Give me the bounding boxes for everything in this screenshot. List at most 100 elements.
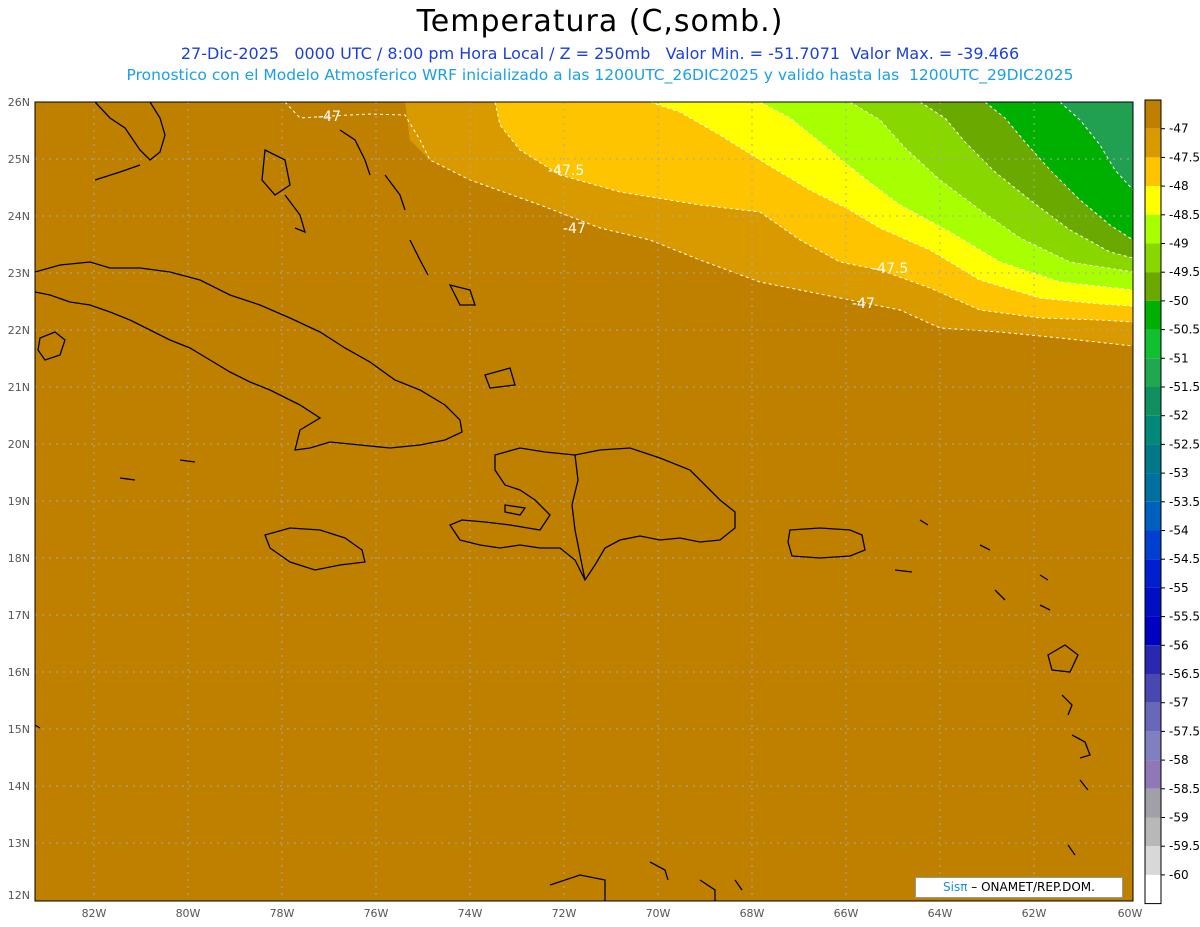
contour-label: -47 <box>318 109 341 125</box>
dominica <box>1061 694 1073 716</box>
colorbar-swatch <box>1145 702 1161 732</box>
florida-coast <box>94 102 166 161</box>
colorbar-label: -50.5 <box>1169 323 1200 337</box>
colorbar-swatch <box>1145 788 1161 818</box>
cuba-coast <box>35 261 463 451</box>
colorbar-label: -60 <box>1169 868 1189 882</box>
colorbar-swatch <box>1145 817 1161 847</box>
colorbar-swatch <box>1145 473 1161 502</box>
colorbar-swatch <box>1145 300 1161 330</box>
lat-label: 18N <box>8 552 30 565</box>
colorbar-swatch <box>1145 272 1161 301</box>
colorbar-swatch <box>1145 186 1161 215</box>
lesser-antilles-north <box>979 544 1051 611</box>
colorbar-swatch <box>1145 616 1161 646</box>
bahamas-eleuthera <box>339 129 371 176</box>
colorbar-label: -53 <box>1169 466 1189 480</box>
gonave-island <box>504 504 527 516</box>
colorbar-swatch <box>1145 760 1161 789</box>
colorbar-swatch <box>1145 444 1161 474</box>
lon-label: 62W <box>1022 907 1047 920</box>
colorbar-label: -56 <box>1169 638 1189 652</box>
colorbar-label: -48.5 <box>1169 208 1200 222</box>
temperature-field: -47 -47.5 -47 -47.5 -47 <box>35 102 1133 901</box>
colorbar-label: -48 <box>1169 179 1189 193</box>
lat-label: 25N <box>8 153 30 166</box>
colorbar-swatch <box>1145 587 1161 617</box>
lat-label: 17N <box>8 609 30 622</box>
turks-caicos <box>484 367 516 389</box>
model-info-line: Pronostico con el Modelo Atmosferico WRF… <box>126 66 1074 84</box>
lat-label: 14N <box>8 780 30 793</box>
colorbar-label: -58 <box>1169 753 1189 767</box>
lon-label: 64W <box>928 907 953 920</box>
colorbar-swatch <box>1145 645 1161 674</box>
bahamas-long <box>409 239 429 276</box>
jamaica-coast <box>264 527 366 571</box>
lon-label: 72W <box>552 907 577 920</box>
colorbar-label: -57.5 <box>1169 724 1200 738</box>
contour-label: -47 <box>563 221 586 237</box>
colorbar-label: -54 <box>1169 524 1189 538</box>
lat-label: 21N <box>8 381 30 394</box>
lon-label: 80W <box>176 907 201 920</box>
lon-axis: 82W 80W 78W 76W 74W 72W 70W 68W 66W 64W … <box>82 907 1143 920</box>
colorbar-swatch <box>1145 157 1161 187</box>
bahamas-abaco <box>284 194 307 234</box>
lat-label: 16N <box>8 666 30 679</box>
colorbar: -47 -47.5 -48 -48.5 -49 -49.5 -50 -50.5 -51 -51.5… <box>1144 99 1200 905</box>
guadeloupe <box>1047 644 1079 673</box>
contour-label: -47.5 <box>548 163 584 179</box>
contour-label: -47.5 <box>872 261 908 277</box>
band-minus-50-5 <box>1060 102 1133 190</box>
st-lucia <box>1079 779 1089 791</box>
colorbar-swatch <box>1145 731 1161 761</box>
colorbar-label: -52.5 <box>1169 437 1200 451</box>
colorbar-label: -55.5 <box>1169 610 1200 624</box>
plot-frame <box>34 101 1134 902</box>
map-title: Temperatura (C,somb.) <box>416 4 784 39</box>
lon-label: 68W <box>740 907 765 920</box>
martinique <box>1071 734 1091 759</box>
colorbar-swatch <box>1145 387 1161 416</box>
forecast-time-line: 27-Dic-2025 0000 UTC / 8:00 pm Hora Loca… <box>180 44 1020 63</box>
brand-logo: Sisπ <box>943 880 968 894</box>
lon-label: 78W <box>270 907 295 920</box>
colorbar-swatch <box>1145 674 1161 703</box>
bahamas-exuma <box>384 174 406 211</box>
colorbar-swatch <box>1145 128 1161 158</box>
lat-label: 24N <box>8 210 30 223</box>
st-vincent <box>1067 844 1076 856</box>
colorbar-label: -57 <box>1169 696 1189 710</box>
lat-label: 22N <box>8 324 30 337</box>
isla-juventud <box>37 331 66 361</box>
lat-label: 26N <box>8 96 30 109</box>
grid-lines <box>35 102 1133 901</box>
colorbar-swatch <box>1145 214 1161 244</box>
colorbar-label: -51 <box>1169 351 1189 365</box>
colorbar-swatch <box>1145 100 1161 129</box>
colorbar-swatch <box>1145 358 1161 387</box>
lat-label: 23N <box>8 267 30 280</box>
colorbar-label: -55 <box>1169 581 1189 595</box>
colorbar-label: -56.5 <box>1169 667 1200 681</box>
colorbar-label: -47 <box>1169 122 1189 136</box>
south-america-coast <box>549 861 743 901</box>
colorbar-label: -59.5 <box>1169 839 1200 853</box>
credit-box: Sisπ – ONAMET/REP.DOM. <box>915 877 1123 898</box>
contour-labels: -47 -47.5 -47 -47.5 -47 <box>318 109 908 312</box>
colorbar-swatch <box>1145 530 1161 560</box>
colorbar-swatch <box>1145 415 1161 445</box>
colorbar-label: -58.5 <box>1169 782 1200 796</box>
colorbar-label: -50 <box>1169 294 1189 308</box>
lat-label: 12N <box>8 889 30 902</box>
coastlines <box>35 102 1091 901</box>
lat-axis: 26N 25N 24N 23N 22N 21N 20N 19N 18N 17N … <box>8 96 30 902</box>
florida-keys <box>94 164 141 181</box>
small-isles <box>35 459 929 729</box>
lon-label: 66W <box>834 907 859 920</box>
colorbar-swatch <box>1145 559 1161 588</box>
lon-label: 82W <box>82 907 107 920</box>
bahamas-andros <box>261 148 291 196</box>
